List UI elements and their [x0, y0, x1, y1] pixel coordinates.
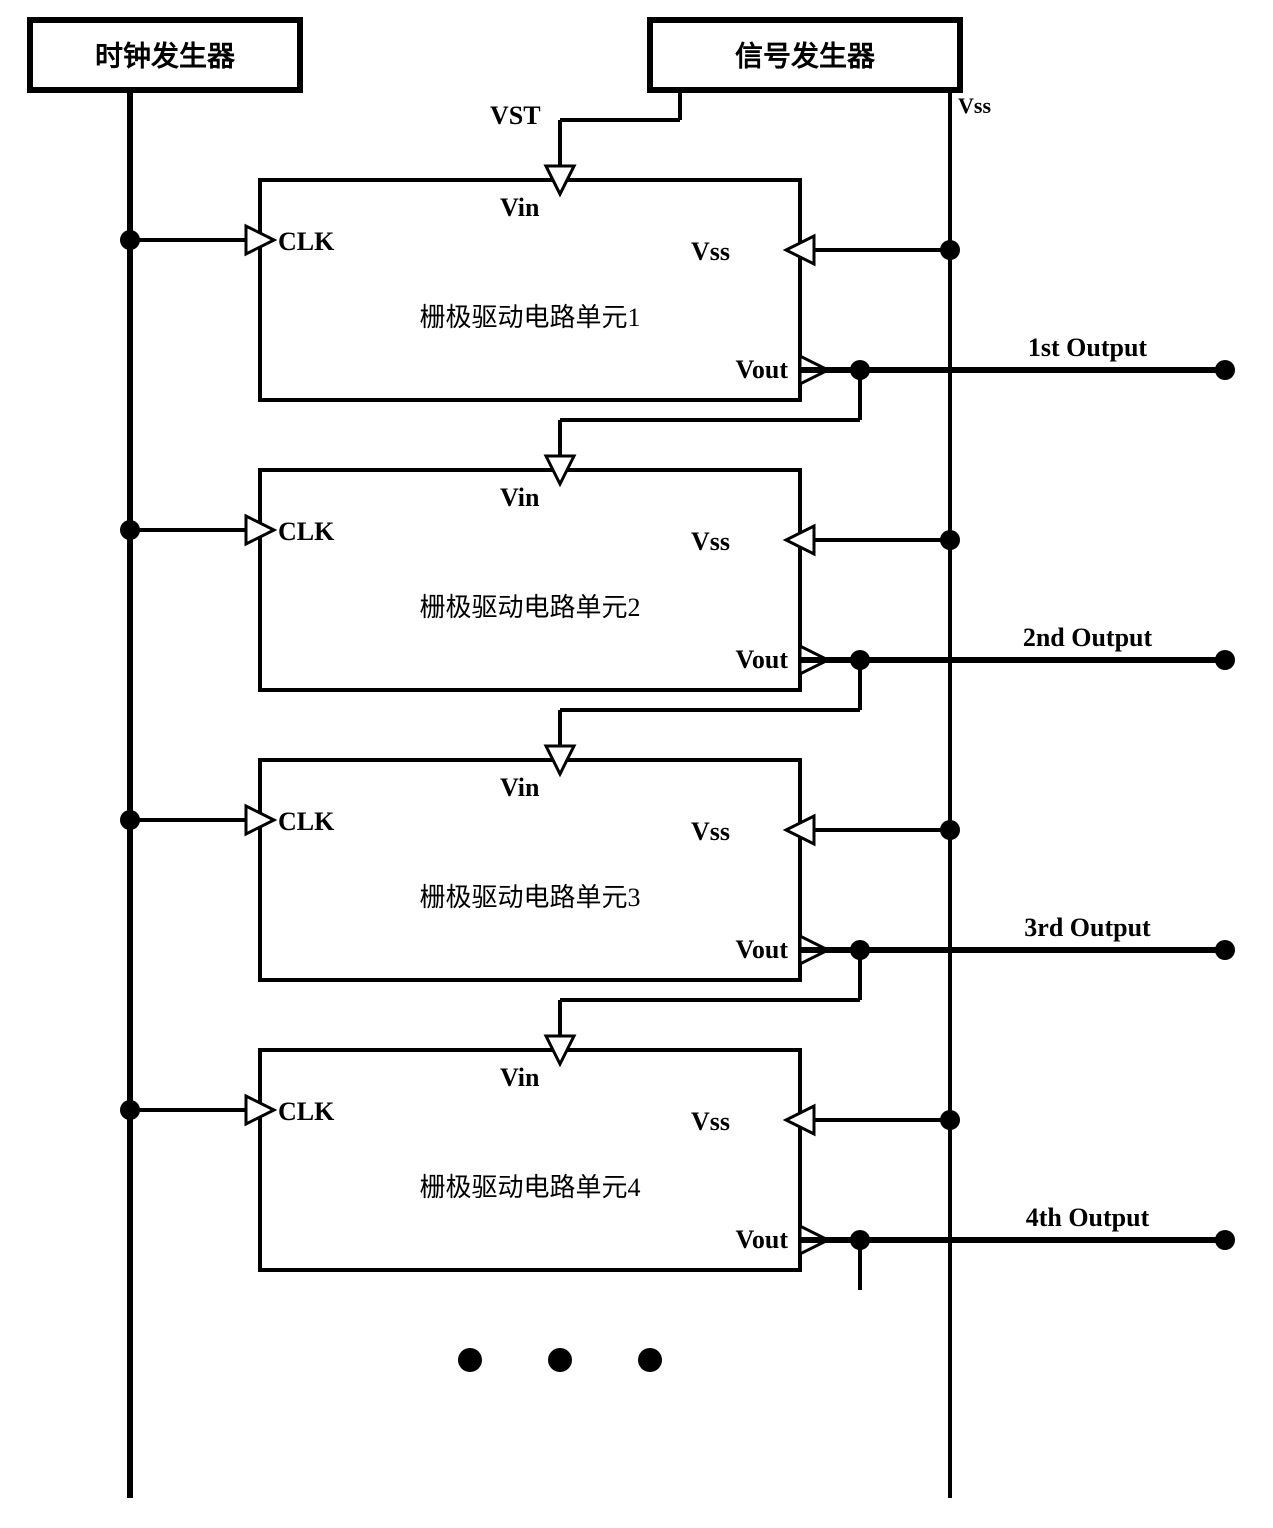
svg-text:4th Output: 4th Output	[1026, 1203, 1150, 1232]
clock-generator-box	[30, 20, 300, 90]
gate-driver-unit-2	[260, 470, 800, 690]
svg-text:1st Output: 1st Output	[1028, 333, 1148, 362]
svg-text:Vss: Vss	[958, 93, 991, 118]
gate-driver-unit-1	[260, 180, 800, 400]
svg-text:VST: VST	[490, 101, 541, 130]
svg-text:2nd Output: 2nd Output	[1023, 623, 1153, 652]
gate-driver-unit-4	[260, 1050, 800, 1270]
gate-driver-unit-3	[260, 760, 800, 980]
svg-text:3rd Output: 3rd Output	[1024, 913, 1151, 942]
signal-generator-box	[650, 20, 960, 90]
